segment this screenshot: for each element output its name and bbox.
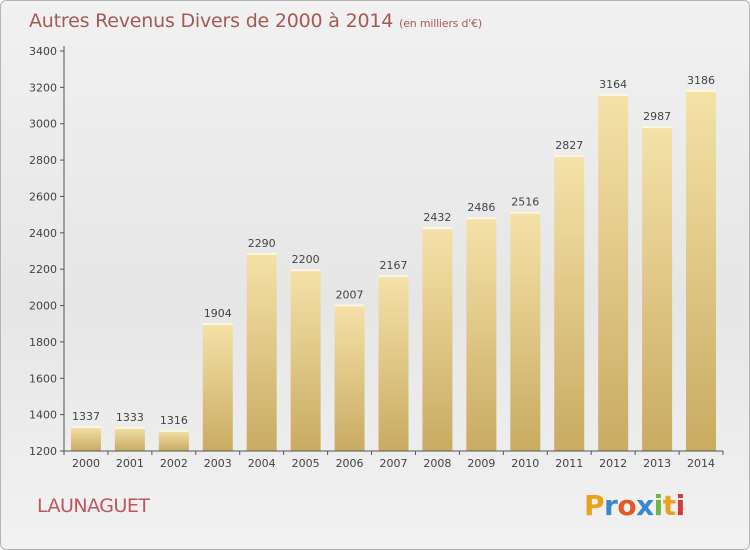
y-tick-label: 2600 bbox=[29, 190, 57, 203]
x-tick-label: 2009 bbox=[467, 457, 495, 470]
y-tick-label: 3400 bbox=[29, 45, 57, 58]
x-tick-label: 2008 bbox=[423, 457, 451, 470]
bar bbox=[422, 227, 453, 451]
y-tick-label: 2800 bbox=[29, 154, 57, 167]
bar-highlight bbox=[202, 323, 233, 325]
bar bbox=[334, 304, 365, 451]
data-label: 2987 bbox=[643, 110, 671, 123]
chart-subtitle: (en milliers d'€) bbox=[399, 17, 483, 30]
y-tick-label: 1600 bbox=[29, 372, 57, 385]
data-label: 3186 bbox=[687, 74, 715, 87]
y-tick-label: 1200 bbox=[29, 445, 57, 458]
data-label: 3164 bbox=[599, 78, 627, 91]
bar bbox=[246, 252, 277, 451]
bar-highlight bbox=[554, 155, 585, 158]
data-label: 1333 bbox=[116, 411, 144, 424]
y-tick-label: 2000 bbox=[29, 300, 57, 313]
y-tick-label: 1800 bbox=[29, 336, 57, 349]
data-label: 2827 bbox=[555, 139, 583, 152]
logo-letter: x bbox=[636, 489, 654, 522]
data-label: 2516 bbox=[511, 196, 539, 209]
data-label: 1337 bbox=[72, 410, 100, 423]
x-tick-label: 2010 bbox=[511, 457, 539, 470]
y-tick-label: 2400 bbox=[29, 227, 57, 240]
y-tick-label: 2200 bbox=[29, 263, 57, 276]
x-tick-label: 2005 bbox=[292, 457, 320, 470]
bar bbox=[642, 126, 673, 451]
x-tick-label: 2006 bbox=[336, 457, 364, 470]
logo-letter: o bbox=[617, 489, 637, 522]
bar-highlight bbox=[334, 304, 365, 307]
chart-title-text: Autres Revenus Divers de 2000 à 2014 bbox=[29, 10, 394, 32]
chart-title: Autres Revenus Divers de 2000 à 2014 (en … bbox=[29, 10, 482, 32]
x-tick-label: 2014 bbox=[687, 457, 715, 470]
bar bbox=[70, 426, 101, 451]
x-tick-label: 2002 bbox=[160, 457, 188, 470]
bar bbox=[290, 269, 321, 451]
x-tick-label: 2012 bbox=[599, 457, 627, 470]
proxiti-logo: Proxiti bbox=[584, 489, 685, 522]
bar-highlight bbox=[378, 275, 409, 278]
x-tick-label: 2004 bbox=[248, 457, 276, 470]
logo-letter: t bbox=[662, 489, 676, 522]
bar-highlight bbox=[114, 426, 145, 429]
data-label: 1904 bbox=[204, 307, 232, 320]
bar bbox=[510, 211, 541, 451]
x-tick-label: 2011 bbox=[555, 457, 583, 470]
bar-highlight bbox=[70, 426, 101, 429]
logo-letter: P bbox=[584, 489, 605, 522]
y-tick-label: 3000 bbox=[29, 118, 57, 131]
bar bbox=[378, 275, 409, 451]
bar-highlight bbox=[466, 217, 497, 220]
bar-highlight bbox=[510, 211, 541, 214]
bar-highlight bbox=[158, 429, 189, 432]
bar bbox=[554, 155, 585, 451]
x-tick-label: 2003 bbox=[204, 457, 232, 470]
commune-name: LAUNAGUET bbox=[37, 495, 150, 517]
bar-highlight bbox=[686, 89, 717, 92]
y-tick-label: 3200 bbox=[29, 81, 57, 94]
bar bbox=[158, 429, 189, 451]
x-tick-label: 2000 bbox=[72, 457, 100, 470]
x-tick-label: 2001 bbox=[116, 457, 144, 470]
bar bbox=[466, 217, 497, 451]
x-tick-label: 2007 bbox=[380, 457, 408, 470]
bar bbox=[114, 426, 145, 451]
bar-highlight bbox=[422, 227, 453, 229]
bar bbox=[686, 89, 717, 451]
logo-letter: i bbox=[653, 489, 664, 522]
data-label: 2432 bbox=[423, 211, 451, 224]
data-label: 2007 bbox=[336, 288, 364, 301]
x-tick-label: 2013 bbox=[643, 457, 671, 470]
bar-highlight bbox=[642, 126, 673, 129]
data-label: 1316 bbox=[160, 414, 188, 427]
logo-letter: r bbox=[604, 489, 618, 522]
bar bbox=[598, 93, 629, 451]
logo-letter: i bbox=[675, 489, 686, 522]
bar-highlight bbox=[598, 93, 629, 96]
data-label: 2200 bbox=[292, 253, 320, 266]
bar-highlight bbox=[290, 269, 321, 272]
data-label: 2167 bbox=[380, 259, 408, 272]
data-label: 2486 bbox=[467, 201, 495, 214]
data-label: 2290 bbox=[248, 237, 276, 250]
bar-highlight bbox=[246, 252, 277, 255]
y-tick-label: 1400 bbox=[29, 409, 57, 422]
bar bbox=[202, 323, 233, 451]
